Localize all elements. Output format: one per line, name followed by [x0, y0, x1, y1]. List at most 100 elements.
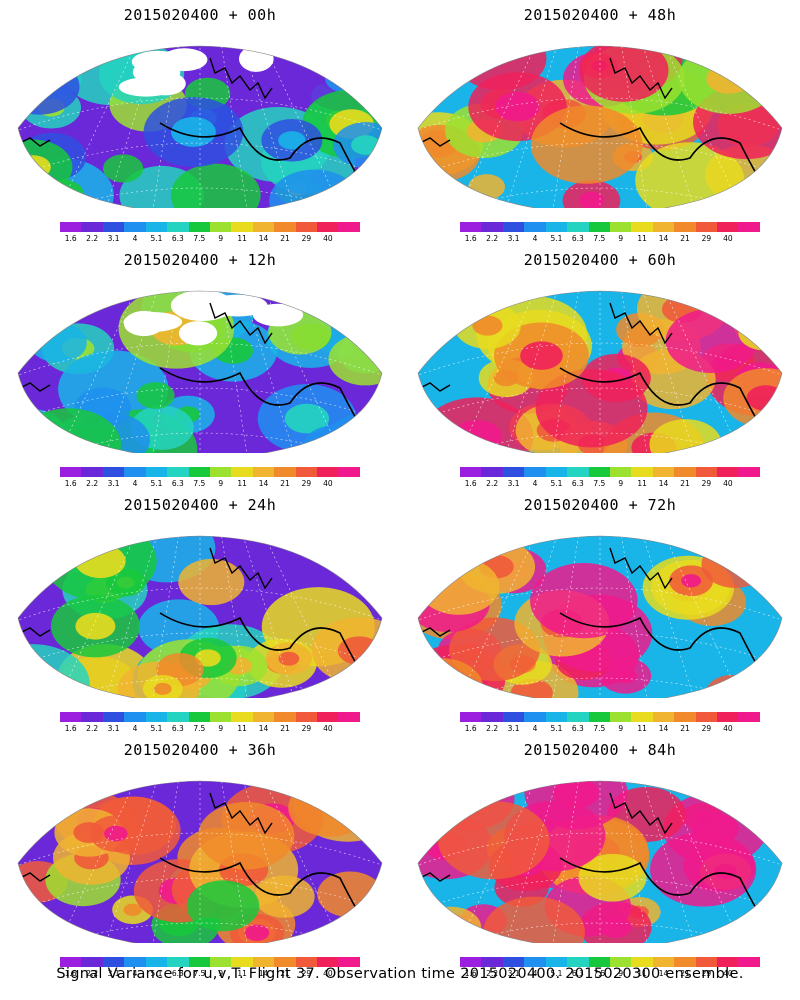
- colorbar-label: 2.2: [86, 479, 99, 488]
- colorbar-label: 29: [701, 724, 712, 733]
- colorbar-label: 5.1: [550, 479, 563, 488]
- colorbar-swatch: [460, 467, 482, 477]
- colorbar: [460, 222, 760, 232]
- colorbar-swatch: [695, 467, 718, 477]
- colorbar-label: 9: [618, 724, 624, 733]
- colorbar-swatch: [460, 222, 482, 232]
- colorbar-label: 21: [680, 724, 690, 733]
- colorbar-swatch: [481, 712, 503, 722]
- colorbar-label: 3.1: [507, 969, 520, 978]
- colorbar-label: 40: [323, 724, 333, 733]
- colorbar: [60, 957, 360, 967]
- colorbar-swatch: [524, 222, 546, 232]
- colorbar-label: 3.1: [107, 969, 120, 978]
- colorbar-label: 14: [258, 724, 269, 733]
- colorbar-label: 5.1: [150, 479, 163, 488]
- colorbar-swatch: [652, 957, 675, 967]
- colorbar-swatch: [502, 712, 525, 722]
- colorbar-swatch: [567, 712, 589, 722]
- colorbar-swatch: [252, 467, 275, 477]
- colorbar-swatch: [231, 712, 253, 722]
- colorbar-label: 40: [723, 724, 733, 733]
- colorbar-swatch: [631, 467, 653, 477]
- map-panel: 2015020400 + 36h 1.6 2.2 3.1 4 5.1 6.3 7.5 9 11 14…: [0, 735, 400, 980]
- variance-map: [417, 780, 783, 943]
- colorbar-swatch: [545, 957, 568, 967]
- colorbar-label: 9: [618, 234, 624, 243]
- colorbar-swatch: [295, 222, 318, 232]
- colorbar: [460, 957, 760, 967]
- colorbar-label: 29: [701, 479, 712, 488]
- colorbar-swatch: [524, 712, 546, 722]
- map-panel: 2015020400 + 24h 1.6 2.2 3.1 4 5.1 6.3 7.5 9 11 14…: [0, 490, 400, 735]
- colorbar-swatch: [502, 222, 525, 232]
- colorbar-swatch: [209, 467, 232, 477]
- colorbar-swatch: [317, 467, 339, 477]
- colorbar-label: 6.3: [171, 479, 184, 488]
- map-panel: 2015020400 + 60h 1.6 2.2 3.1 4 5.1 6.3 7.5 9 11 14…: [400, 245, 800, 490]
- colorbar-swatch: [481, 222, 503, 232]
- colorbar-label: 7.5: [193, 724, 206, 733]
- colorbar-label: 6.3: [171, 234, 184, 243]
- colorbar-swatch: [631, 222, 653, 232]
- colorbar-swatch: [274, 467, 296, 477]
- colorbar-swatch: [717, 467, 739, 477]
- colorbar-swatch: [674, 712, 696, 722]
- map-panel: 2015020400 + 12h 1.6 2.2 3.1 4 5.1 6.3 7.5 9 11 14…: [0, 245, 400, 490]
- colorbar-swatch: [167, 222, 189, 232]
- colorbar-swatch: [209, 712, 232, 722]
- colorbar-label: 3.1: [507, 234, 520, 243]
- colorbar-label: 21: [680, 479, 690, 488]
- colorbar-swatch: [695, 957, 718, 967]
- colorbar-swatch: [652, 222, 675, 232]
- colorbar-label: 4: [532, 969, 538, 978]
- colorbar-swatch: [295, 712, 318, 722]
- colorbar-label: 7.5: [593, 724, 606, 733]
- colorbar-label: 4: [132, 234, 138, 243]
- colorbar-label: 1.6: [464, 969, 477, 978]
- colorbar-swatch: [102, 467, 125, 477]
- colorbar-swatch: [81, 222, 103, 232]
- colorbar-label: 21: [680, 969, 690, 978]
- colorbar-swatch: [317, 957, 339, 967]
- colorbar-swatch: [60, 467, 82, 477]
- colorbar-swatch: [145, 222, 168, 232]
- colorbar-label: 21: [680, 234, 690, 243]
- colorbar-label: 9: [218, 234, 224, 243]
- colorbar-swatch: [524, 467, 546, 477]
- colorbar-swatch: [338, 467, 360, 477]
- colorbar-label: 9: [218, 969, 224, 978]
- colorbar-label: 6.3: [571, 479, 584, 488]
- colorbar-label: 5.1: [150, 234, 163, 243]
- colorbar-swatch: [652, 467, 675, 477]
- colorbar-label: 21: [280, 479, 290, 488]
- colorbar-swatch: [295, 957, 318, 967]
- colorbar-swatch: [717, 712, 739, 722]
- variance-map: [17, 290, 383, 453]
- panel-title: 2015020400 + 24h: [123, 496, 277, 514]
- colorbar-swatch: [81, 957, 103, 967]
- colorbar-swatch: [588, 222, 610, 232]
- colorbar-swatch: [81, 467, 103, 477]
- colorbar-label: 2.2: [486, 969, 499, 978]
- colorbar-swatch: [738, 222, 760, 232]
- colorbar-swatch: [60, 957, 82, 967]
- colorbar-swatch: [252, 222, 275, 232]
- colorbar-swatch: [274, 712, 296, 722]
- colorbar-swatch: [502, 467, 525, 477]
- colorbar-label: 5.1: [550, 969, 563, 978]
- colorbar-swatch: [460, 712, 482, 722]
- colorbar-label: 14: [258, 969, 269, 978]
- colorbar-swatch: [317, 222, 339, 232]
- colorbar-label: 7.5: [593, 234, 606, 243]
- colorbar-labels: 1.6 2.2 3.1 4 5.1 6.3 7.5 9 11 14 21 29 40: [0, 969, 400, 979]
- colorbar-label: 2.2: [86, 969, 99, 978]
- colorbar-label: 29: [301, 724, 312, 733]
- colorbar-swatch: [167, 712, 189, 722]
- colorbar-label: 6.3: [571, 724, 584, 733]
- panel-title: 2015020400 + 00h: [123, 6, 277, 24]
- colorbar-label: 2.2: [86, 234, 99, 243]
- colorbar-swatch: [188, 712, 210, 722]
- colorbar-label: 14: [658, 234, 669, 243]
- variance-map: [417, 290, 783, 453]
